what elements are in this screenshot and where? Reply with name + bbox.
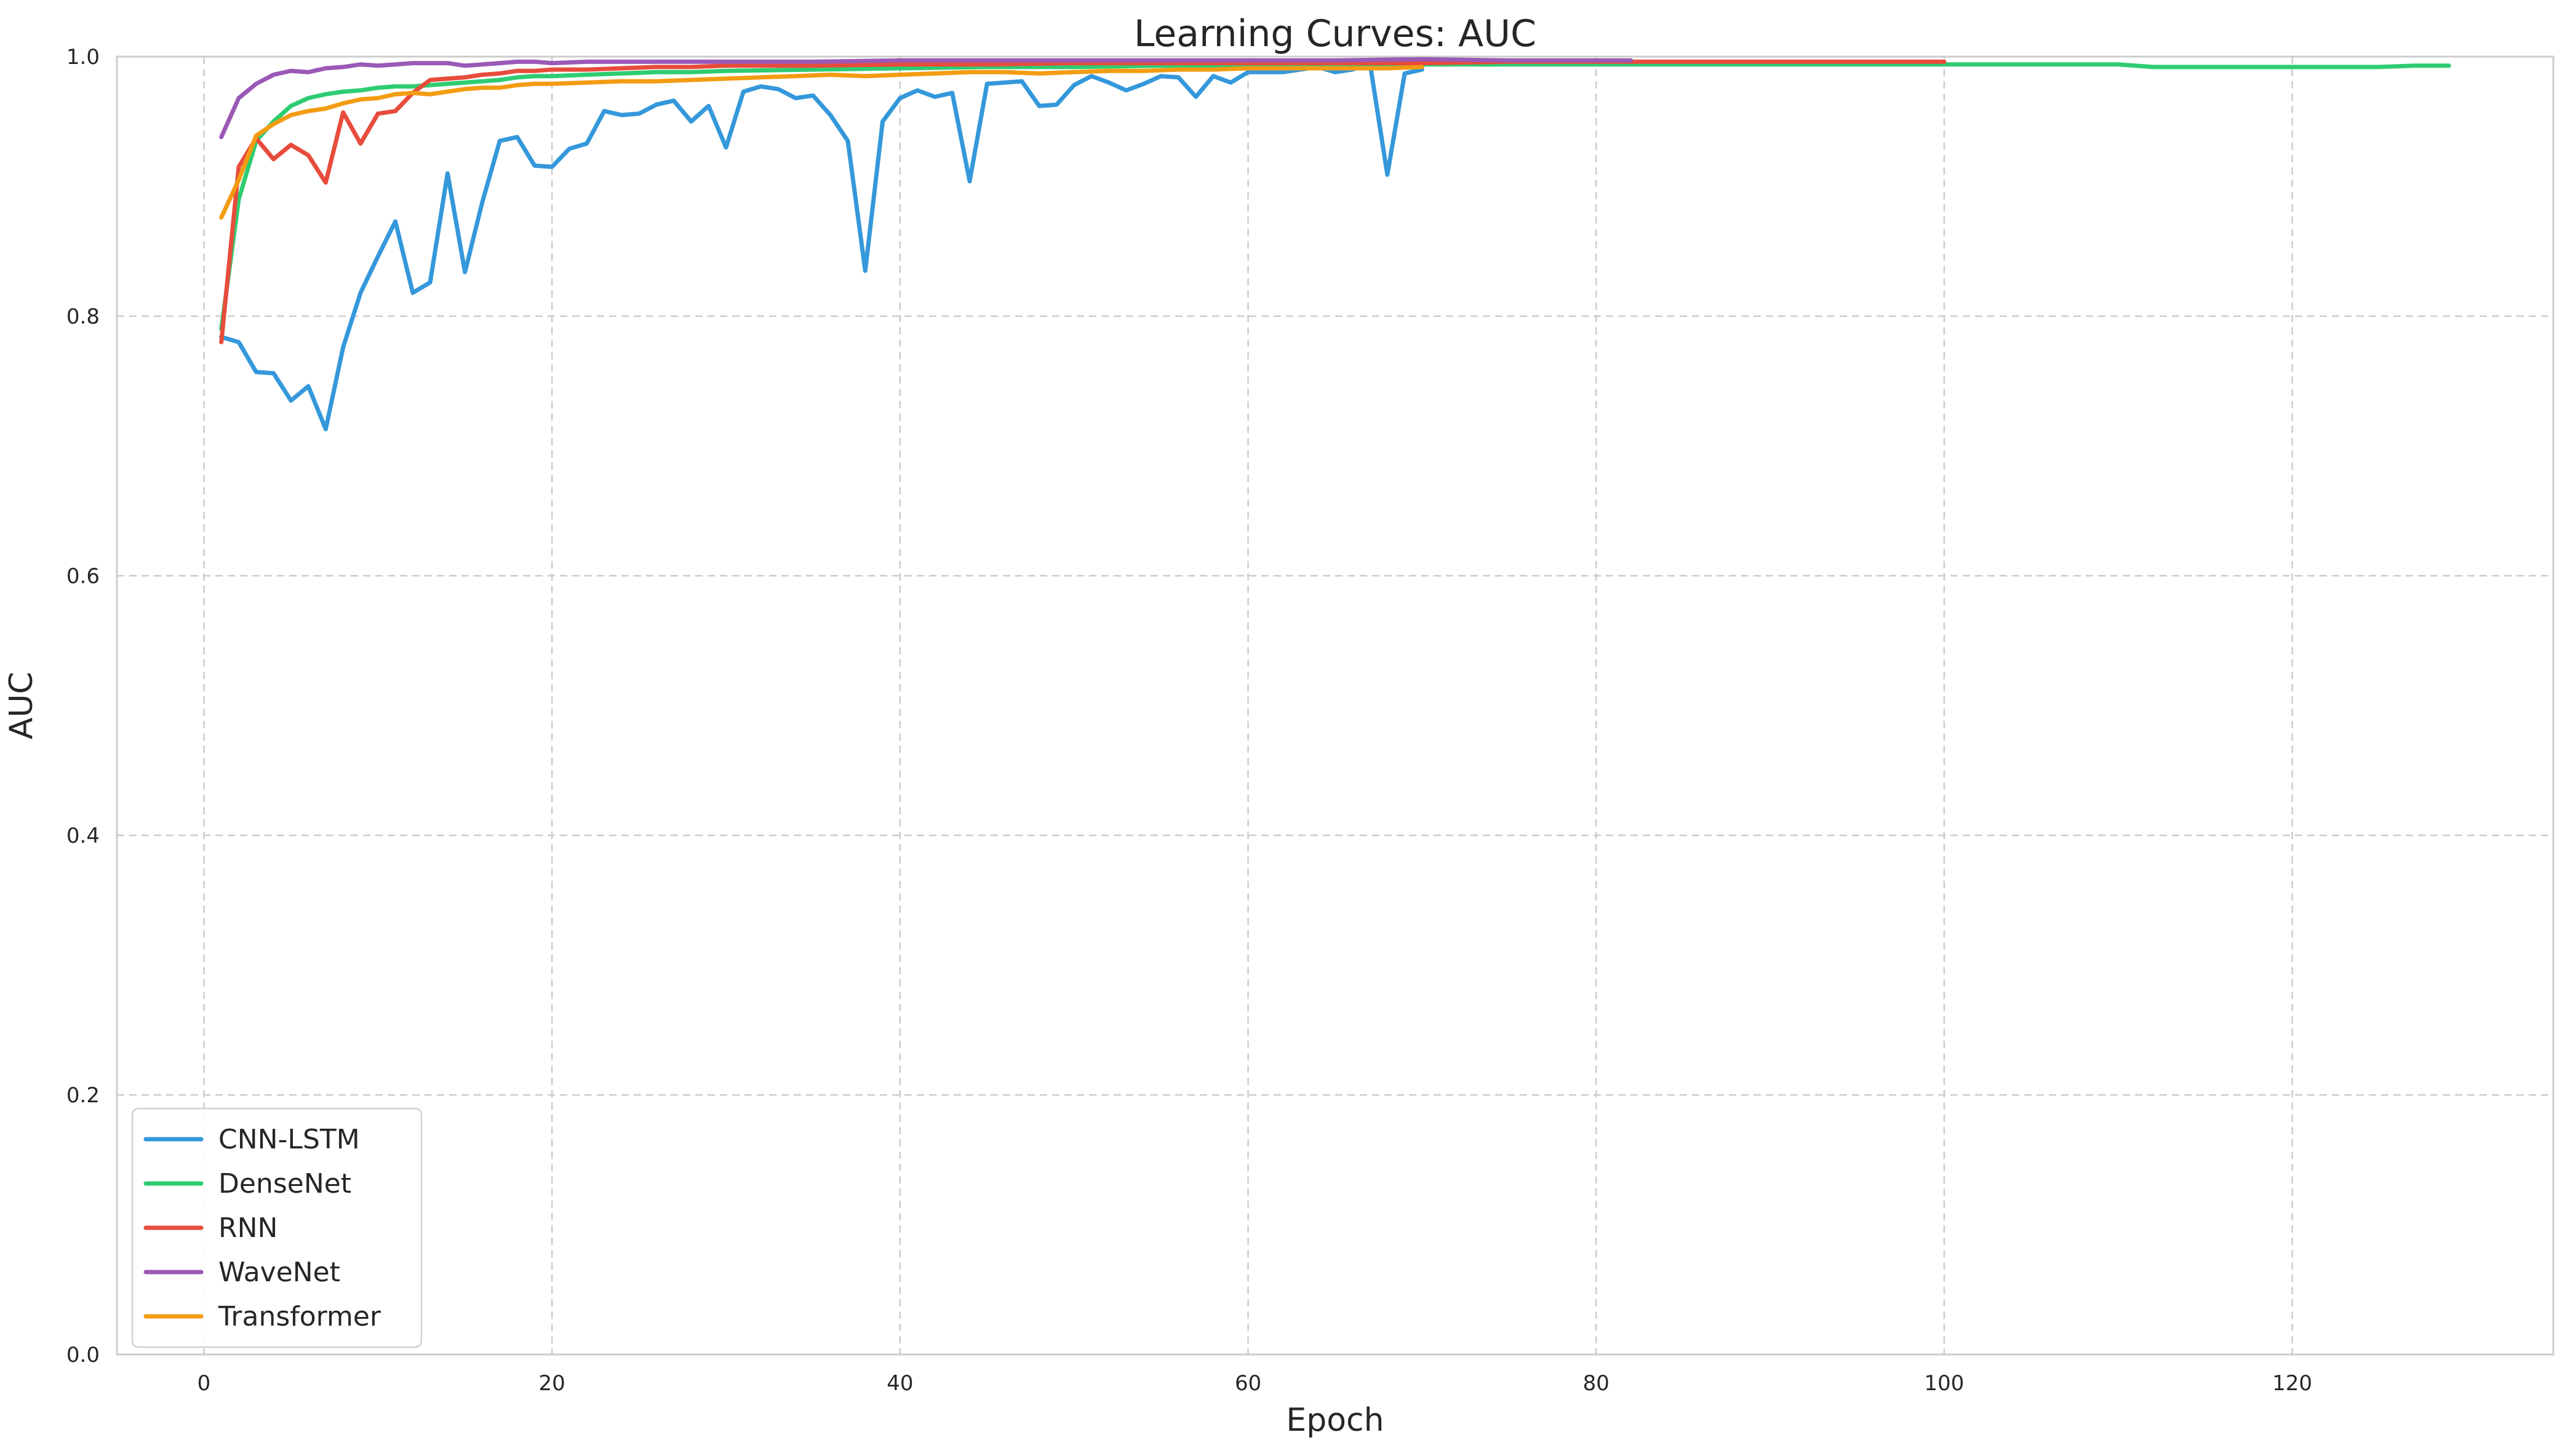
legend-label: RNN [218,1212,277,1244]
series-layer [219,57,2451,432]
legend-label: WaveNet [218,1257,340,1288]
series-line-transformer [219,65,1424,220]
x-tick-label: 80 [1583,1371,1610,1396]
y-tick-label: 1.0 [66,45,100,70]
y-tick-label: 0.6 [66,564,100,589]
x-tick-label: 60 [1235,1371,1261,1396]
series-line-cnn-lstm [219,61,1424,432]
series-line-densenet [219,62,2451,332]
y-tick-label: 0.0 [66,1343,100,1367]
x-tick-label: 100 [1925,1371,1965,1396]
series-line-wavenet [219,57,1634,140]
y-tick-label: 0.4 [66,824,100,848]
y-tick-label: 0.2 [66,1083,100,1108]
x-tick-label: 40 [887,1371,913,1396]
tick-layer: 0 20 40 60 80 100 120 0.0 0.2 0.4 0.6 0.8 1.0 [66,45,2312,1396]
y-tick-label: 0.8 [66,304,100,329]
chart-title: Learning Curves: AUC [1134,12,1536,55]
series-line-rnn [219,59,1947,344]
legend-frame [131,1107,423,1348]
x-tick-label: 20 [539,1371,565,1396]
legend-label: CNN-LSTM [218,1124,360,1155]
y-axis-title: AUC [3,672,40,739]
legend: CNN-LSTM DenseNet RNN WaveNet Transformer [131,1107,423,1348]
x-tick-label: 0 [197,1371,211,1396]
legend-label: Transformer [218,1301,381,1332]
legend-label: DenseNet [218,1168,351,1199]
x-tick-label: 120 [2272,1371,2312,1396]
plot-frame [116,55,2555,1356]
x-axis-title: Epoch [1286,1402,1384,1439]
